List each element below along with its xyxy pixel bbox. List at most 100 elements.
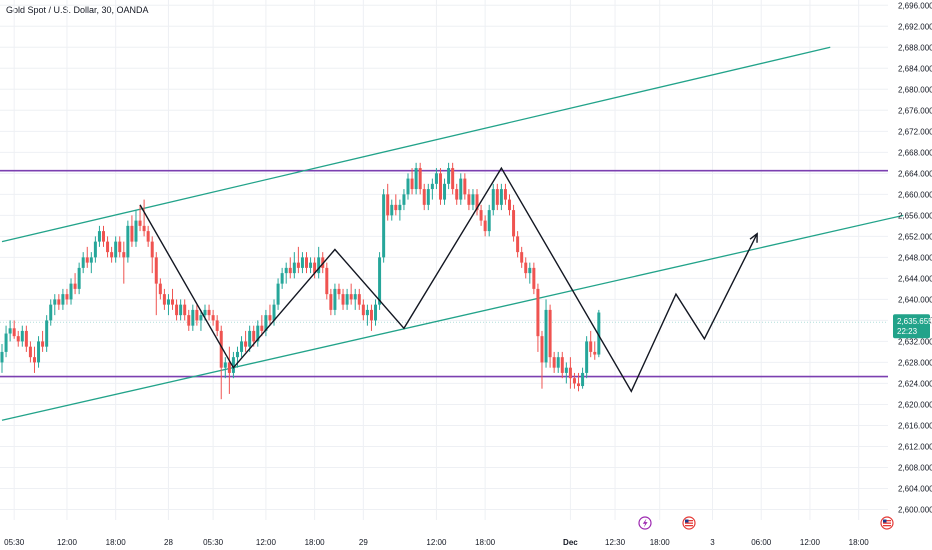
- candle-body: [244, 341, 248, 347]
- candle-body: [528, 267, 532, 274]
- candle-body: [548, 309, 552, 358]
- price-axis-label: 2,604.000: [898, 484, 932, 493]
- price-axis-label: 2,656.000: [898, 211, 932, 220]
- candle-body: [16, 336, 20, 342]
- candle-body: [568, 367, 572, 379]
- candle-body: [572, 378, 576, 384]
- candle-body: [53, 299, 57, 305]
- candle-body: [337, 288, 341, 295]
- candle-body: [487, 210, 491, 232]
- candle-body: [280, 273, 284, 284]
- candle-body: [402, 194, 406, 205]
- candle-body: [581, 372, 585, 387]
- candle-body: [309, 262, 313, 268]
- candle-body: [227, 362, 231, 373]
- candle-body: [483, 220, 487, 232]
- candle-body: [544, 309, 548, 363]
- candle-body: [110, 252, 114, 258]
- grid: [0, 0, 888, 520]
- candle-body: [158, 283, 162, 295]
- candle-body: [430, 183, 434, 190]
- candle-body: [434, 173, 438, 184]
- candle-body: [382, 194, 386, 258]
- lightning-event-icon[interactable]: [638, 516, 652, 530]
- candle-body: [171, 299, 175, 305]
- candle-body: [524, 262, 528, 274]
- candle-body: [89, 257, 93, 263]
- candle-body: [106, 241, 110, 253]
- candle-body: [560, 357, 564, 373]
- candle-body: [467, 194, 471, 205]
- candle-body: [248, 330, 252, 347]
- candle-body: [211, 315, 215, 321]
- candle-body: [313, 262, 317, 274]
- event-icons[interactable]: [638, 516, 894, 530]
- time-axis-label: 05:30: [4, 538, 25, 547]
- candle-body: [252, 330, 256, 342]
- candle-body: [146, 231, 150, 242]
- time-axis-label: 18:00: [106, 538, 127, 547]
- candle-body: [447, 168, 451, 184]
- price-tag-bg: [893, 314, 930, 339]
- candle-body: [288, 267, 292, 274]
- candle-body: [126, 225, 130, 258]
- candle-body: [37, 341, 41, 363]
- candle-body: [134, 220, 138, 242]
- price-axis-label: 2,612.000: [898, 442, 932, 451]
- forecast-path[interactable]: [139, 166, 758, 393]
- candle-body: [564, 367, 568, 373]
- time-axis-label: 18:00: [475, 538, 496, 547]
- horizontal-levels[interactable]: [0, 169, 888, 378]
- us-flag-event-icon-2[interactable]: [880, 516, 894, 530]
- candle-body: [81, 257, 85, 268]
- candle-body: [353, 294, 357, 300]
- us-flag-event-icon[interactable]: [682, 516, 696, 530]
- price-tag-countdown: 22:23: [897, 327, 918, 336]
- candle-body: [390, 204, 394, 216]
- candle-body: [455, 189, 459, 200]
- candle-body: [69, 283, 73, 300]
- candle-body: [325, 267, 329, 295]
- channel-lower-line[interactable]: [1, 214, 904, 421]
- candle-body: [593, 351, 597, 355]
- candle-body: [516, 236, 520, 253]
- candle-body: [203, 309, 207, 316]
- candle-body: [276, 283, 280, 305]
- candle-body: [426, 189, 430, 205]
- candle-body: [195, 309, 199, 321]
- price-axis-label: 2,696.000: [898, 1, 932, 10]
- channel-upper-line[interactable]: [1, 46, 831, 243]
- candle-body: [589, 341, 593, 352]
- price-axis-label: 2,668.000: [898, 148, 932, 157]
- time-axis-label: 12:30: [605, 538, 626, 547]
- candle-body: [597, 312, 601, 355]
- candle-body: [154, 257, 158, 284]
- candle-body: [540, 336, 544, 363]
- candle-body: [341, 294, 345, 305]
- candle-body: [264, 315, 268, 331]
- time-axis-label: 18:00: [305, 538, 326, 547]
- candle-body: [175, 304, 179, 316]
- candle-body: [41, 341, 45, 347]
- price-axis[interactable]: 2,600.000 2,604.000 2,608.000 2,612.000 2,61…: [898, 1, 932, 514]
- candle-body: [520, 252, 524, 263]
- candle-body: [365, 309, 369, 316]
- candle-body: [65, 294, 69, 300]
- candle-body: [187, 315, 191, 326]
- candle-body: [422, 189, 426, 205]
- time-axis[interactable]: 05:30 12:00 18:00 28 05:30 12:00 18:00 29 12:00 1…: [4, 538, 869, 547]
- candle-body: [296, 262, 300, 268]
- candle-body: [162, 294, 166, 305]
- candle-body: [85, 257, 89, 263]
- time-axis-label: 18:00: [650, 538, 671, 547]
- candle-body: [8, 328, 12, 334]
- candle-body: [491, 189, 495, 211]
- candle-body: [49, 304, 53, 321]
- candle-body: [142, 225, 146, 232]
- forecast-zigzag[interactable]: [139, 166, 758, 393]
- candle-body: [317, 257, 321, 274]
- candle-body: [118, 241, 122, 253]
- candle-body: [215, 320, 219, 331]
- chart-title: Gold Spot / U.S. Dollar, 30, OANDA: [6, 5, 149, 15]
